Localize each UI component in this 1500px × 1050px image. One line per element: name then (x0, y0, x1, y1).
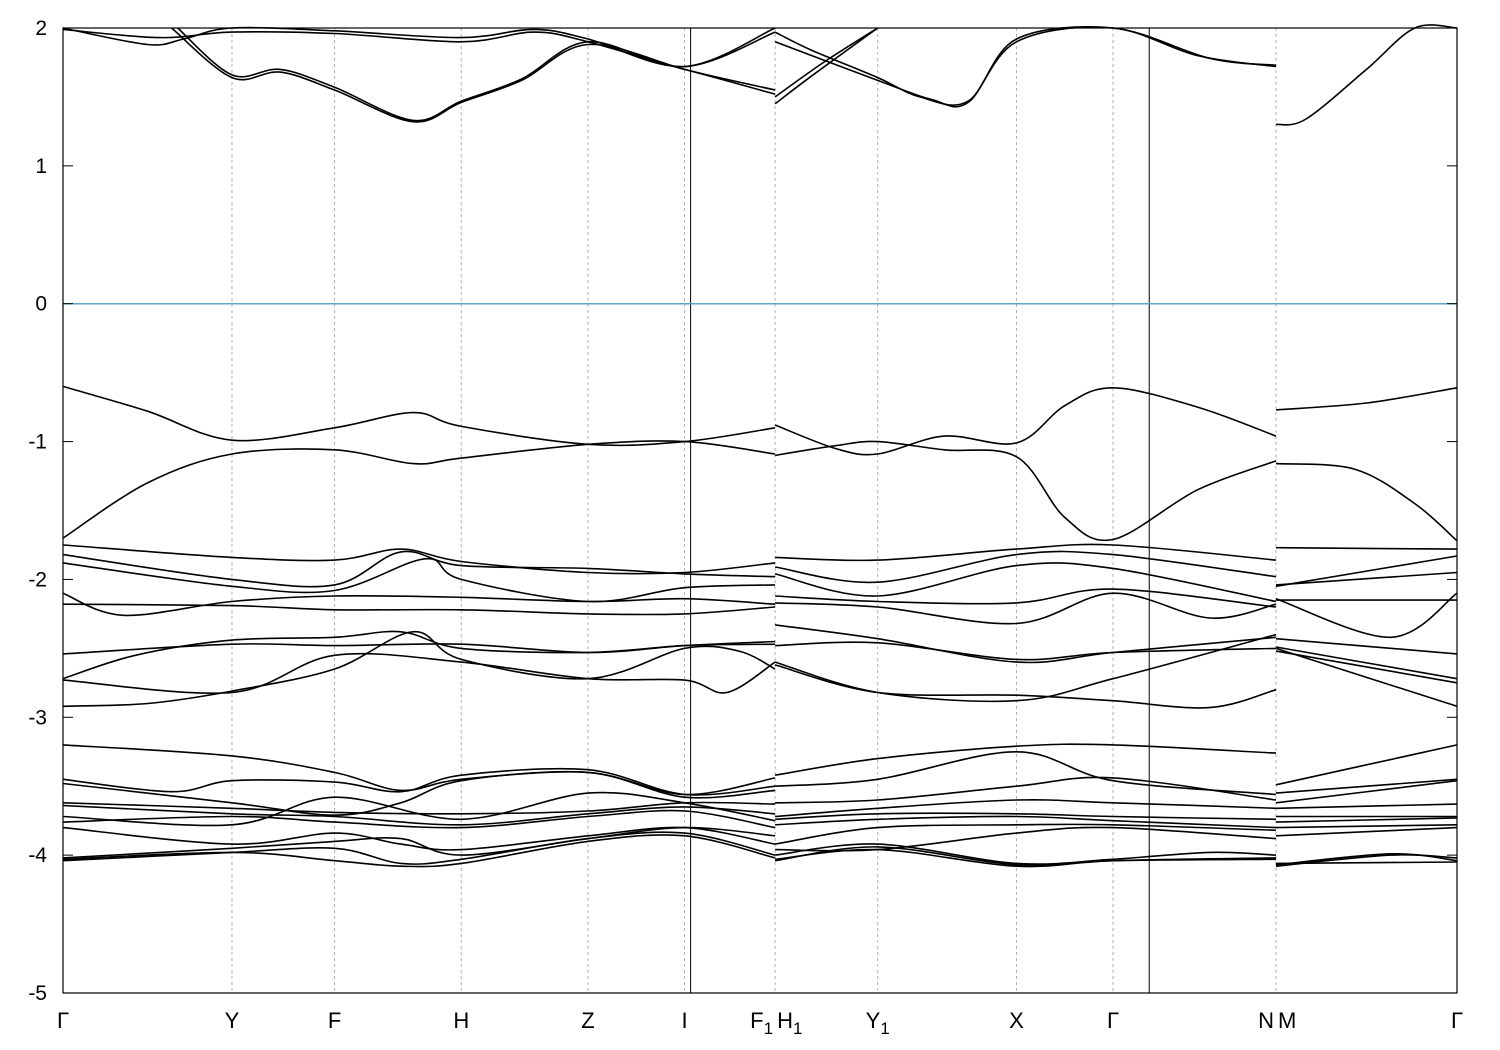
band-line-26 (1275, 826, 1458, 837)
band-line-12 (774, 562, 1277, 603)
band-line-18 (774, 664, 1277, 709)
band-line-12 (62, 557, 776, 603)
band-line-22 (62, 801, 776, 815)
band-line-22 (1275, 803, 1458, 810)
band-line-14 (62, 603, 776, 616)
y-tick-label: 1 (35, 155, 47, 178)
band-line-23 (62, 804, 776, 826)
band-line-19 (62, 744, 776, 796)
band-line-10 (775, 543, 1277, 562)
k-point-label: X (1009, 1008, 1024, 1033)
band-line-13 (775, 588, 1277, 608)
band-line-29 (775, 848, 1277, 868)
band-line-16 (1275, 646, 1458, 680)
y-tick-label: -4 (28, 844, 47, 867)
band-line-28 (1275, 852, 1458, 866)
band-line-12 (1275, 571, 1458, 586)
k-point-label: H1 (777, 1008, 802, 1038)
band-line-18 (62, 630, 776, 708)
k-point-label: H (453, 1008, 469, 1033)
band-line-27 (62, 826, 776, 859)
k-point-label: Z (581, 1008, 594, 1033)
k-point-label: Γ (1451, 1008, 1463, 1033)
band-line-19 (1275, 744, 1458, 786)
band-line-11 (1275, 555, 1458, 588)
band-line-3 (171, 27, 776, 123)
band-line-29 (1275, 861, 1458, 865)
band-line-26 (62, 826, 776, 851)
band-line-13 (62, 592, 776, 617)
band-lines (62, 24, 1458, 993)
k-point-label: Γ (1107, 1008, 1119, 1033)
y-tick-label: -5 (28, 982, 47, 1005)
band-line-25 (774, 823, 1277, 845)
band-line-2 (62, 28, 776, 91)
k-point-label: Y (225, 1008, 240, 1033)
band-line-16 (62, 630, 776, 680)
band-line-21 (775, 776, 1277, 804)
y-tick-label: 0 (35, 293, 47, 316)
k-point-label: M (1278, 1008, 1296, 1033)
band-line-14 (775, 592, 1277, 625)
k-point-label: I (682, 1008, 688, 1033)
plot-frame (62, 27, 1458, 994)
band-line-1 (62, 26, 776, 68)
band-line-21 (62, 770, 776, 816)
band-line-3 (774, 27, 879, 105)
band-line-25 (1275, 824, 1458, 829)
band-line-7 (62, 440, 776, 539)
band-line-20 (775, 750, 1277, 796)
band-line-9 (1275, 462, 1458, 542)
y-tick-label: -3 (28, 706, 47, 729)
band-line-11 (774, 550, 1277, 584)
band-line-20 (1275, 778, 1458, 794)
band-line-7 (774, 440, 1277, 542)
k-point-grid (231, 28, 1277, 993)
k-point-label: Γ (57, 1008, 69, 1033)
k-point-label: F (328, 1008, 341, 1033)
band-line-13 (1275, 592, 1458, 639)
band-line-17 (774, 633, 1277, 703)
y-axis: 2 1 0 -1 -2 -3 -4 -5 (28, 17, 1457, 1005)
band-line-11 (62, 550, 776, 588)
band-line-4 (774, 27, 879, 98)
band-line-25 (62, 809, 776, 829)
band-line-24 (775, 815, 1277, 829)
band-line-15 (775, 641, 1277, 661)
band-line-15 (1275, 637, 1458, 655)
band-line-5 (1275, 24, 1458, 126)
band-line-16 (774, 624, 1277, 664)
k-point-label: Y1 (866, 1008, 890, 1038)
band-line-4 (177, 27, 776, 122)
k-point-label: N (1258, 1008, 1274, 1033)
band-line-20 (62, 767, 776, 796)
band-line-2 (774, 26, 1277, 108)
y-tick-label: -2 (28, 568, 47, 591)
band-line-29 (62, 834, 776, 868)
band-line-24 (1275, 817, 1458, 823)
y-tick-label: -1 (28, 431, 47, 454)
band-line-10 (1275, 546, 1458, 550)
k-point-label: F1 (750, 1008, 773, 1038)
band-line-18 (1275, 647, 1458, 708)
y-tick-label: 2 (35, 17, 47, 40)
band-line-28 (62, 831, 776, 865)
band-line-6 (62, 385, 776, 447)
band-line-6 (774, 386, 1277, 456)
band-line-21 (1275, 779, 1458, 804)
band-line-24 (62, 791, 776, 827)
band-line-17 (62, 652, 776, 695)
band-line-8 (1275, 387, 1458, 411)
x-axis: Γ Y F H Z I F1 H1 Y1 X Γ N M Γ (57, 1008, 1463, 1038)
band-line-22 (775, 799, 1277, 818)
band-line-19 (774, 743, 1277, 776)
band-line-27 (775, 843, 1277, 865)
band-line-23 (775, 812, 1277, 821)
